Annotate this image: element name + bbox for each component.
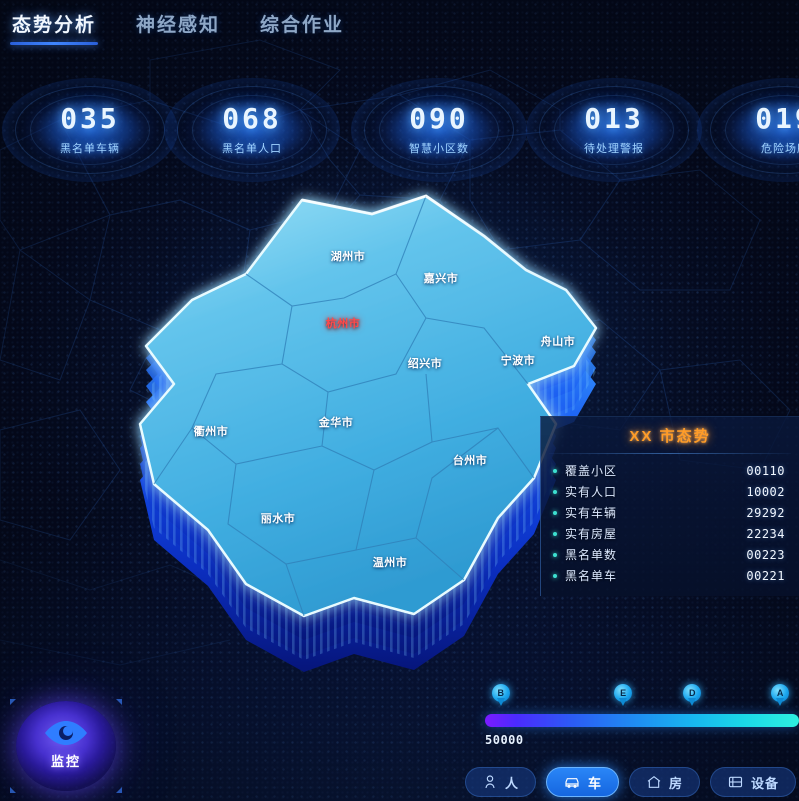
filter-label: 人 [505,775,520,791]
row-label: 实有车辆 [565,506,618,520]
tab-label: 神经感知 [136,14,221,36]
main-tab-bar: 态势分析 神经感知 综合作业 [0,0,799,52]
kpi-blacklist-vehicles[interactable]: 035 黑名单车辆 [2,78,178,182]
kpi-value: 068 [222,101,282,135]
kpi-label: 待处理警报 [584,142,644,155]
tab-label: 态势分析 [12,14,97,36]
table-row[interactable]: 实有人口 10002 [541,481,799,502]
tab-label: 综合作业 [260,14,345,36]
corner-accent-icon [10,787,16,793]
filter-label: 设备 [751,775,780,791]
kpi-smart-communities[interactable]: 090 智慧小区数 [351,78,527,182]
tab-neural-perception[interactable]: 神经感知 [134,6,222,47]
monitor-orb [16,701,116,791]
corner-accent-icon [10,699,16,705]
car-icon [565,778,579,788]
corner-accent-icon [116,787,122,793]
bullet-icon [553,552,557,557]
filter-label: 车 [588,775,603,791]
kpi-dangerous-places[interactable]: 019 危险场所 [697,78,799,182]
row-value: 00223 [746,547,785,562]
kpi-value: 090 [409,101,469,135]
map-pin-e[interactable]: E [614,684,633,708]
tab-situation-analysis[interactable]: 态势分析 [10,6,99,47]
map-pin-a[interactable]: A [771,684,790,708]
kpi-value: 019 [755,101,799,135]
city-situation-panel: XX 市态势 覆盖小区 00110 实有人口 10002 实有车辆 29292 … [540,416,799,596]
kpi-blacklist-population[interactable]: 068 黑名单人口 [164,78,340,182]
scale-marker-row: B E D A [485,684,799,714]
kpi-value: 013 [584,101,644,135]
row-value: 22234 [746,526,785,541]
kpi-pending-alerts[interactable]: 013 待处理警报 [526,78,702,182]
filter-houses[interactable]: 房 [629,767,701,797]
home-icon [647,775,661,788]
bullet-icon [553,489,557,494]
map-pin-d[interactable]: D [683,684,702,708]
kpi-label: 黑名单车辆 [60,142,120,155]
bullet-icon [553,468,557,473]
pin-tip-icon [688,698,697,706]
kpi-label: 黑名单人口 [222,142,282,155]
scale-value-label: 50000 [485,733,524,747]
corner-accent-icon [116,699,122,705]
person-icon [485,775,495,789]
map-pin-b[interactable]: B [491,684,510,708]
row-value: 29292 [746,505,785,520]
filter-people[interactable]: 人 [465,767,537,797]
kpi-label: 危险场所 [761,142,799,155]
kpi-value: 035 [60,101,120,135]
monitor-button[interactable]: 监控 [8,697,124,795]
table-row[interactable]: 覆盖小区 00110 [541,460,799,481]
row-value: 00110 [746,463,785,478]
tab-integrated-operations[interactable]: 综合作业 [258,6,346,47]
device-icon [728,776,743,788]
pin-tip-icon [776,698,785,706]
bullet-icon [553,573,557,578]
row-label: 覆盖小区 [565,464,618,478]
panel-title: XX 市态势 [629,427,711,445]
row-value: 00221 [746,568,785,583]
monitor-label: 监控 [50,754,81,769]
table-row[interactable]: 黑名单数 00223 [541,544,799,565]
filter-pill-row: 人 车 房 设备 [465,766,799,798]
gradient-bar[interactable] [485,714,799,727]
kpi-row: 035 黑名单车辆 068 黑名单人口 090 智慧小区数 013 待处理警报 [0,78,799,182]
table-row[interactable]: 黑名单车 00221 [541,565,799,586]
row-label: 实有房屋 [565,527,618,541]
row-label: 黑名单数 [565,548,618,562]
eye-icon [45,721,87,745]
tab-active-underline [10,41,99,45]
filter-label: 房 [669,775,684,791]
table-row[interactable]: 实有车辆 29292 [541,502,799,523]
table-row[interactable]: 实有房屋 22234 [541,523,799,544]
panel-divider [549,453,791,454]
row-label: 实有人口 [565,485,618,499]
bullet-icon [553,531,557,536]
heat-scale: B E D A 50000 [485,684,799,747]
row-label: 黑名单车 [565,569,618,583]
row-value: 10002 [746,484,785,499]
filter-vehicles[interactable]: 车 [546,767,620,797]
pin-tip-icon [496,698,505,706]
kpi-label: 智慧小区数 [409,142,469,155]
bullet-icon [553,510,557,515]
pin-tip-icon [619,698,628,706]
filter-devices[interactable]: 设备 [710,767,797,797]
